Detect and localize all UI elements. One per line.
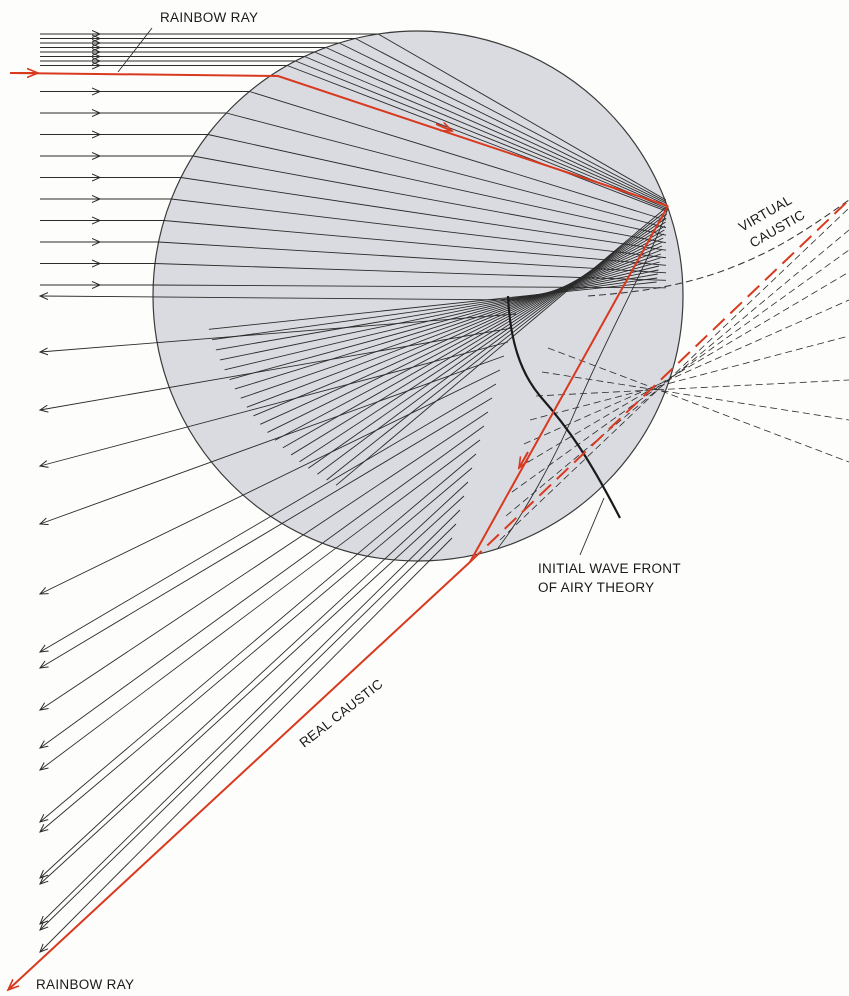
rainbow-ray-top-label: RAINBOW RAY — [160, 10, 258, 25]
refracted-ray — [249, 91, 667, 221]
virtual-ray — [511, 249, 849, 493]
outgoing-ray — [40, 327, 513, 410]
refracted-ray — [338, 42, 667, 204]
refracted-ray — [180, 177, 667, 251]
rainbow-ray-virtual — [469, 199, 849, 563]
virtual-ray — [517, 271, 849, 469]
refracted-ray — [304, 56, 667, 209]
outgoing-ray — [40, 341, 509, 466]
refracted-ray — [226, 112, 667, 229]
refracted-ray — [207, 134, 667, 236]
refracted-ray — [378, 33, 667, 201]
outgoing-ray — [40, 523, 457, 930]
outgoing-ray — [40, 481, 469, 878]
virtual-dashed-rays — [499, 207, 849, 541]
reflected-ray — [229, 261, 660, 380]
incoming-rays — [40, 34, 379, 285]
outgoing-ray — [40, 369, 501, 594]
rainbow-ray-bottom-label: RAINBOW RAY — [36, 977, 134, 992]
outgoing-ray — [40, 537, 453, 952]
reflected-ray — [212, 277, 658, 341]
virtual-ray — [547, 347, 849, 463]
outgoing-ray — [40, 495, 465, 884]
wave-front-label-1: INITIAL WAVE FRONT — [538, 561, 681, 576]
reflected-ray — [260, 241, 663, 425]
outgoing-ray — [40, 453, 477, 822]
real-caustic-label: REAL CAUSTIC — [297, 676, 386, 750]
reflected-ray — [267, 237, 664, 433]
reflected-ray — [308, 217, 667, 469]
rainbow-ray-direction-arrow — [435, 124, 452, 132]
refracted-ray — [171, 198, 667, 259]
reflected-ray — [219, 269, 659, 361]
reflected-ray — [224, 265, 660, 371]
reflected-ray — [240, 253, 661, 399]
wave-front-leader — [579, 497, 605, 556]
refracted-ray — [192, 155, 667, 244]
rainbow-ray-internal — [469, 205, 669, 563]
reflected-ray — [208, 281, 657, 330]
reflected-ray — [215, 273, 658, 351]
reflected-ray — [253, 245, 663, 417]
outgoing-ray — [40, 509, 461, 924]
outgoing-ray — [40, 296, 521, 301]
reflected-ray — [299, 221, 666, 463]
refracted-ray — [287, 65, 667, 212]
reflected-ray — [290, 225, 666, 456]
rainbow-ray-outgoing — [8, 561, 471, 990]
rainbow-ray-top-leader — [117, 27, 153, 73]
airy-wave-front — [506, 295, 621, 519]
virtual-ray — [523, 299, 849, 445]
refracted-ray — [325, 47, 667, 206]
rainbow-ray-internal-arrow — [519, 451, 529, 468]
outgoing-ray — [40, 425, 485, 748]
virtual-ray — [499, 207, 849, 541]
reflected-ray — [234, 257, 661, 390]
outgoing-ray — [40, 355, 505, 524]
outgoing-ray — [40, 313, 517, 352]
reflected-ray — [282, 229, 665, 449]
reflected-ray — [335, 205, 669, 486]
outgoing-ray — [40, 411, 489, 710]
virtual-ray — [535, 379, 849, 397]
outgoing-ray — [40, 383, 497, 652]
outgoing-ray — [40, 467, 473, 832]
refracted-ray — [163, 220, 667, 266]
virtual-caustic-curve — [587, 199, 849, 297]
reflected-ray — [274, 233, 665, 441]
virtual-ray — [541, 371, 849, 421]
refracted-ray — [314, 51, 667, 207]
outgoing-ray — [40, 397, 493, 668]
refracted-ray — [158, 241, 667, 274]
reflected-ray — [246, 249, 662, 408]
outgoing-rays — [40, 296, 521, 952]
refracted-ray — [355, 38, 667, 202]
wave-front-label-2: OF AIRY THEORY — [538, 580, 655, 595]
rainbow-ray-incoming — [9, 72, 669, 207]
outgoing-ray — [40, 439, 481, 770]
internal-reflected-rays — [153, 33, 669, 486]
